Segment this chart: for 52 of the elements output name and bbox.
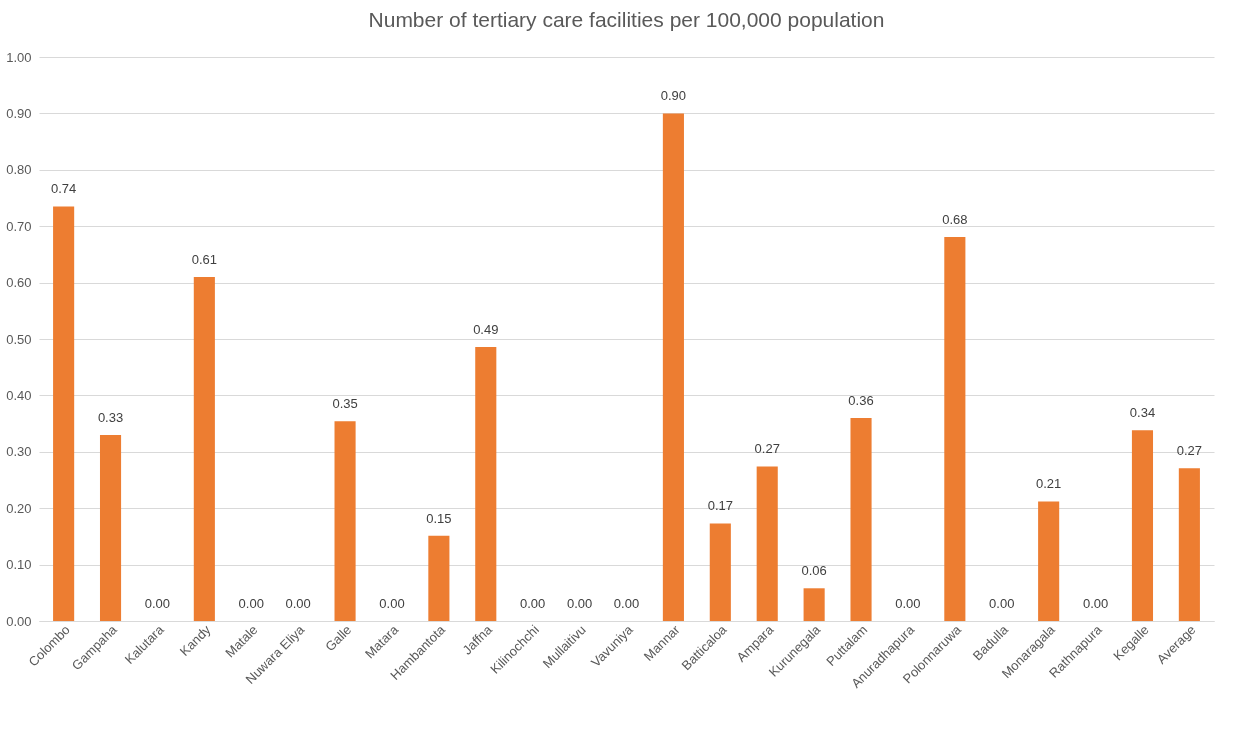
bar [756, 466, 778, 621]
y-tick-label: 0.00 [6, 613, 32, 629]
y-tick-label: 0.20 [6, 500, 32, 516]
y-tick-label: 0.50 [6, 331, 32, 347]
data-label: 0.00 [989, 596, 1015, 611]
bar [944, 236, 966, 621]
data-label: 0.35 [332, 396, 358, 412]
data-label: 0.33 [97, 409, 124, 425]
bar [99, 434, 122, 621]
data-label: 0.68 [942, 211, 968, 227]
data-label: 0.27 [754, 441, 780, 457]
data-label: 0.34 [1129, 405, 1156, 421]
data-label: 0.00 [144, 596, 171, 611]
data-label: 0.36 [848, 392, 874, 408]
bar [428, 535, 450, 621]
y-tick-label: 0.30 [6, 444, 32, 460]
y-tick-label: 0.70 [6, 218, 32, 234]
data-label: 0.00 [238, 596, 264, 611]
bar [662, 113, 684, 621]
bar [803, 588, 825, 621]
y-tick-label: 0.10 [6, 557, 32, 573]
data-label: 0.00 [613, 596, 640, 611]
data-label: 0.00 [520, 596, 546, 611]
bar [193, 276, 215, 621]
bar [1178, 468, 1200, 621]
data-label: 0.00 [566, 596, 593, 611]
data-label: 0.27 [1176, 443, 1203, 459]
data-label: 0.00 [379, 596, 405, 611]
data-label: 0.74 [50, 181, 77, 197]
y-tick-label: 0.60 [6, 275, 32, 291]
bar [475, 346, 497, 621]
data-label: 0.21 [1036, 476, 1062, 492]
data-label: 0.15 [426, 510, 452, 526]
data-label: 0.00 [285, 596, 311, 611]
data-label: 0.49 [473, 321, 499, 337]
chart-title: Number of tertiary care facilities per 100,000 population [368, 8, 885, 31]
data-label: 0.00 [1082, 596, 1109, 611]
y-tick-label: 0.90 [6, 105, 32, 121]
y-tick-label: 0.40 [6, 387, 32, 403]
y-tick-label: 1.00 [6, 49, 32, 65]
bar [53, 206, 75, 621]
bar [709, 523, 731, 621]
data-label: 0.61 [191, 251, 217, 267]
data-label: 0.06 [801, 563, 827, 579]
data-label: 0.90 [660, 88, 687, 104]
data-label: 0.17 [707, 498, 733, 514]
bar [1038, 501, 1060, 621]
y-tick-label: 0.80 [6, 162, 32, 178]
bar [334, 421, 356, 621]
bar [850, 417, 872, 621]
bar [1131, 430, 1154, 621]
data-label: 0.00 [895, 596, 921, 611]
